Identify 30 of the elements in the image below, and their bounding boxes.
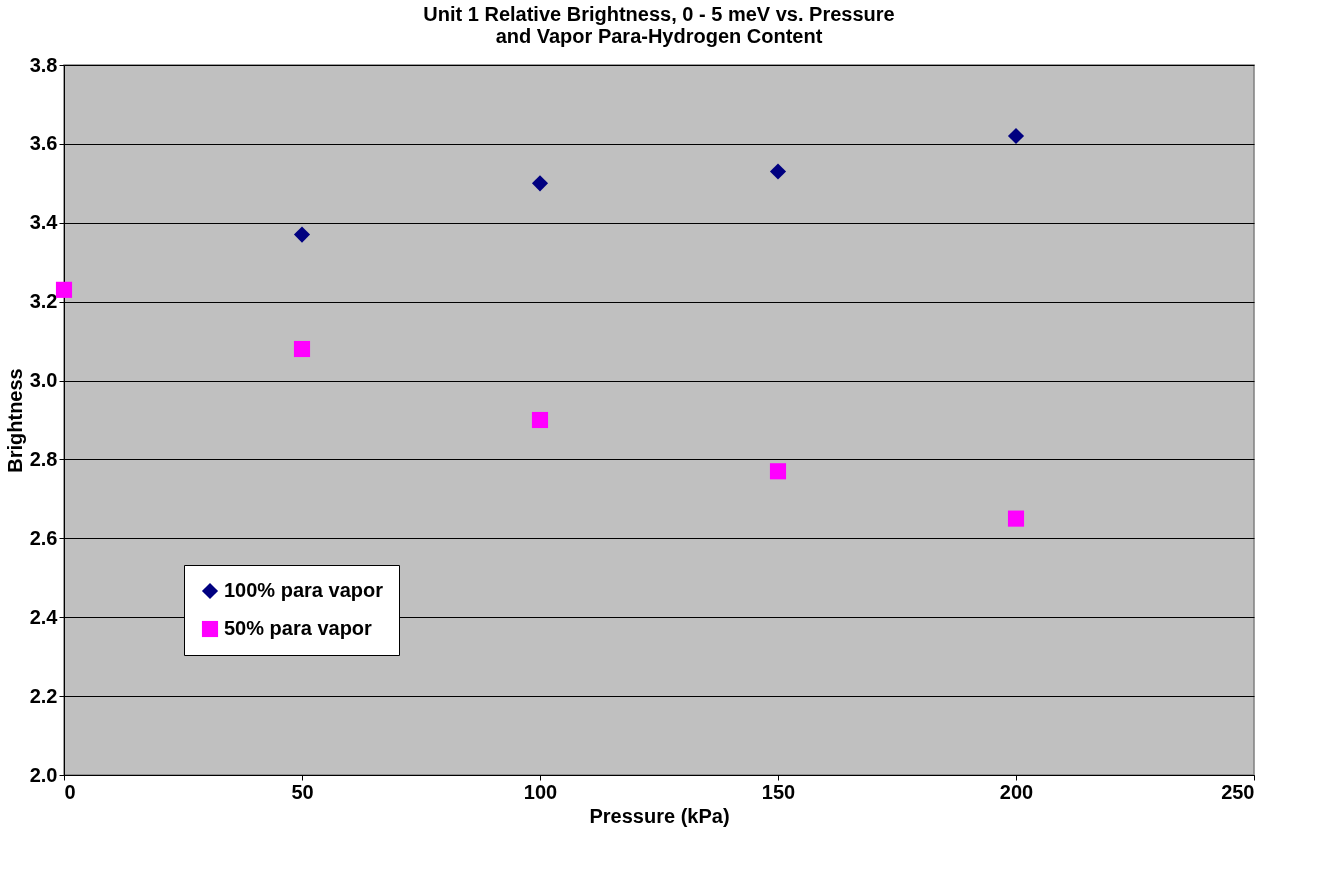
y-tick-label: 2.4 — [29, 605, 59, 628]
y-tick-label: 2.8 — [29, 447, 58, 470]
x-tick-label: 0 — [64, 780, 76, 803]
x-tick-label: 250 — [1221, 780, 1255, 803]
x-axis-title: Pressure (kPa) — [589, 804, 730, 827]
legend-label: 100% para vapor — [224, 579, 384, 601]
chart-title: Unit 1 Relative Brightness, 0 - 5 meV vs. Pressure and Vapor Para-Hydrogen Content — [423, 3, 895, 47]
point — [1007, 127, 1025, 145]
x-tick-label: 100 — [523, 780, 558, 803]
point — [769, 463, 787, 480]
y-axis-title: Brightness — [3, 368, 26, 473]
y-tick-label: 3.0 — [29, 369, 58, 392]
point — [531, 175, 549, 192]
x-tick-label: 50 — [291, 780, 314, 803]
y-tick-label: 3.2 — [29, 290, 58, 313]
y-tick-label: 3.8 — [29, 53, 58, 76]
point — [293, 340, 311, 358]
point — [531, 411, 549, 429]
y-tick-label: 3.4 — [29, 211, 59, 234]
x-tick-label: 200 — [999, 780, 1034, 803]
y-tick-label: 3.6 — [29, 132, 58, 155]
point — [1007, 510, 1025, 527]
y-tick-label: 2.6 — [29, 526, 58, 549]
point — [769, 163, 787, 180]
legend-label: 50% para vapor — [224, 617, 373, 639]
y-tick-label: 2.0 — [29, 763, 58, 786]
point — [55, 281, 73, 298]
point — [293, 226, 311, 243]
y-tick-label: 2.2 — [29, 684, 58, 707]
x-tick-label: 150 — [761, 780, 796, 803]
